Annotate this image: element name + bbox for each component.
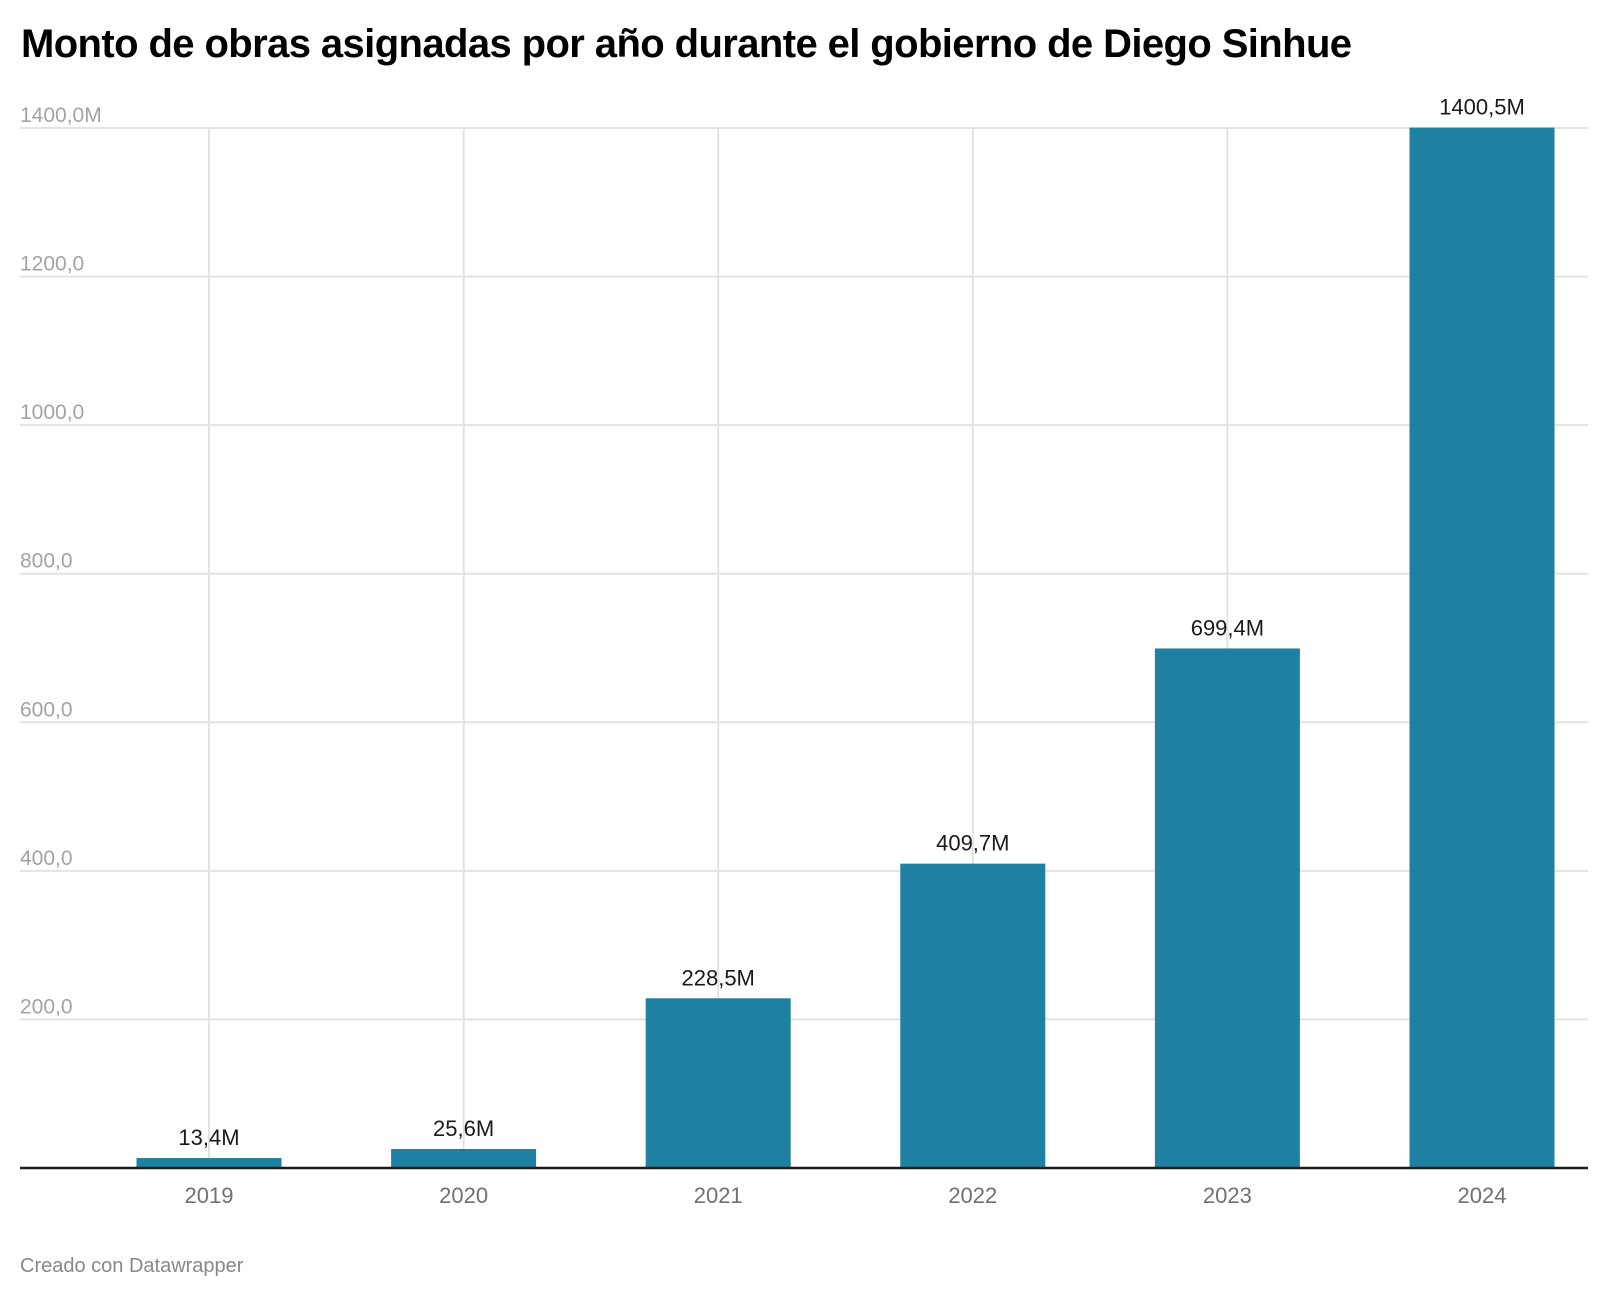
value-label: 25,6M: [433, 1116, 494, 1141]
value-label: 409,7M: [936, 831, 1009, 856]
bar-chart: 200,0400,0600,0800,01000,01200,01400,0M …: [20, 95, 1588, 1208]
y-tick-label: 800,0: [20, 550, 73, 573]
x-tick-label: 2022: [948, 1183, 997, 1208]
bar-2019: [136, 1158, 282, 1168]
x-tick-label: 2020: [439, 1183, 488, 1208]
bar-2022: [900, 863, 1046, 1168]
bar-2023: [1154, 648, 1300, 1168]
bars: [136, 127, 1555, 1169]
x-tick-label: 2024: [1458, 1183, 1507, 1208]
value-label: 699,4M: [1191, 615, 1264, 640]
x-tick-label: 2023: [1203, 1183, 1252, 1208]
value-label: 1400,5M: [1439, 95, 1525, 120]
y-tick-label: 600,0: [20, 698, 73, 721]
y-tick-label: 1200,0: [20, 253, 84, 276]
value-labels: 13,4M 25,6M 228,5M 409,7M 699,4M 1400,5M: [178, 95, 1524, 1150]
value-label: 13,4M: [178, 1125, 239, 1150]
y-tick-label: 1400,0M: [20, 104, 102, 127]
y-tick-label: 1000,0: [20, 401, 84, 424]
bar-2021: [645, 998, 791, 1168]
x-axis-tick-labels: 2019 2020 2021 2022 2023 2024: [185, 1183, 1507, 1208]
y-tick-label: 400,0: [20, 847, 73, 870]
value-label: 228,5M: [682, 965, 755, 990]
horizontal-gridlines: [20, 127, 1588, 1021]
x-tick-label: 2021: [694, 1183, 743, 1208]
x-tick-label: 2019: [185, 1183, 234, 1208]
bar-2020: [391, 1148, 537, 1168]
chart-title: Monto de obras asignadas por año durante…: [21, 22, 1352, 66]
bar-2024: [1409, 127, 1555, 1169]
y-axis-tick-labels: 200,0 400,0 600,0 800,0 1000,0 1200,0 1400,0M: [20, 104, 102, 1018]
y-tick-label: 200,0: [20, 995, 73, 1018]
footer-credit: Creado con Datawrapper: [20, 1255, 244, 1277]
